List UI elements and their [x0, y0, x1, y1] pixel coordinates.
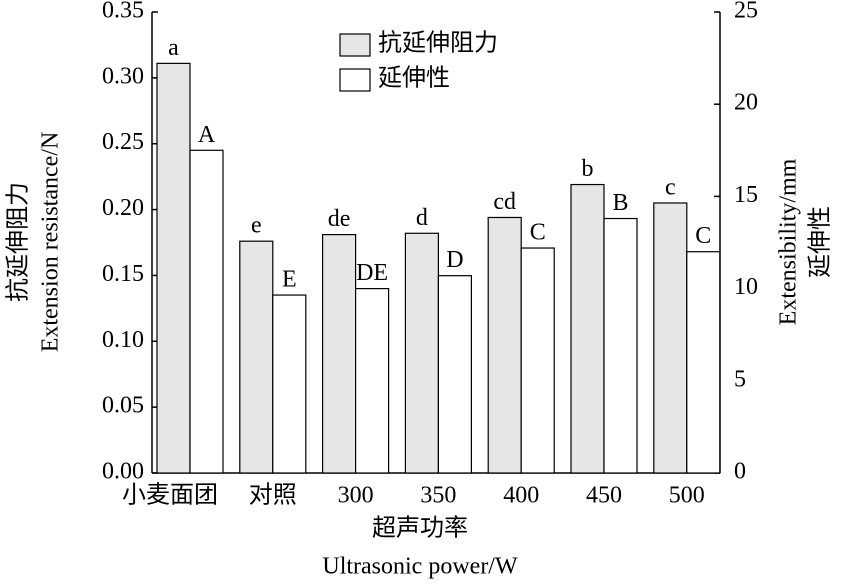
x-tick-label: 450 — [586, 483, 622, 509]
y-label: 抗延伸阻力 — [5, 182, 32, 302]
y2-tick-label: 20 — [734, 90, 758, 116]
significance-letter: a — [168, 35, 179, 61]
y2-label-en: Extensibility/mm — [776, 158, 802, 325]
significance-letter: cd — [493, 189, 516, 215]
legend-label: 延伸性 — [378, 65, 450, 92]
y2-tick-label: 10 — [734, 274, 758, 300]
significance-letter: c — [665, 174, 676, 200]
bar — [404, 232, 439, 474]
y-tick-label: 0.35 — [102, 0, 144, 24]
y2-tick-label: 5 — [734, 366, 746, 392]
y2-tick-label: 15 — [734, 182, 758, 208]
bar — [487, 216, 522, 474]
y-tick-label: 0.30 — [102, 63, 144, 89]
x-tick-label: 350 — [420, 483, 456, 509]
significance-letter: C — [695, 223, 711, 249]
significance-letter: d — [416, 205, 428, 231]
x-label: 超声功率 — [372, 515, 468, 542]
x-label-en: Ultrasonic power/W — [322, 554, 518, 580]
y2-tick-label: 0 — [734, 459, 746, 485]
bar — [272, 294, 307, 474]
bar — [189, 149, 224, 474]
y-tick-label: 0.00 — [102, 459, 144, 485]
significance-letter: C — [530, 220, 546, 246]
y2-tick-label: 25 — [734, 0, 758, 24]
significance-letter: D — [446, 247, 463, 273]
y2-label: 延伸性 — [807, 206, 834, 278]
y-label-en: Extension resistance/N — [38, 132, 64, 353]
significance-letter: B — [612, 190, 628, 216]
bar — [156, 62, 191, 474]
y-tick-label: 0.05 — [102, 393, 144, 419]
y-tick-label: 0.10 — [102, 327, 144, 353]
significance-letter: E — [282, 267, 297, 293]
legend-swatch — [339, 33, 371, 57]
bar — [686, 251, 721, 474]
significance-letter: de — [328, 206, 351, 232]
significance-letter: b — [582, 156, 594, 182]
bar — [603, 217, 638, 474]
legend-label: 抗延伸阻力 — [378, 30, 498, 57]
bar — [570, 183, 605, 474]
x-tick-label: 500 — [669, 483, 705, 509]
bar — [355, 288, 390, 474]
legend-swatch — [339, 68, 371, 92]
bar — [239, 240, 274, 474]
y-tick-label: 0.20 — [102, 195, 144, 221]
bar — [653, 202, 688, 474]
y-tick-label: 0.15 — [102, 261, 144, 287]
x-tick-label: 对照 — [249, 482, 297, 509]
significance-letter: DE — [356, 260, 388, 286]
bar — [520, 247, 555, 474]
x-tick-label: 小麦面团 — [122, 482, 218, 509]
x-tick-label: 400 — [503, 483, 539, 509]
significance-letter: e — [251, 213, 262, 239]
significance-letter: A — [198, 122, 216, 148]
bar — [437, 275, 472, 474]
bar — [322, 233, 357, 474]
x-tick-label: 300 — [338, 483, 374, 509]
y-tick-label: 0.25 — [102, 129, 144, 155]
